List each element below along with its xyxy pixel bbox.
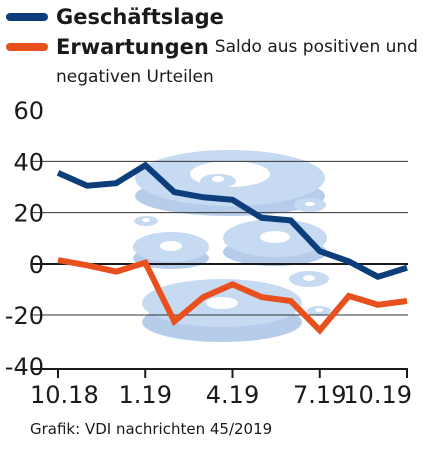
- legend-item-erwartungen: Erwartungen Saldo aus positiven und: [6, 32, 424, 62]
- x-tick-label: 4.19: [206, 381, 259, 409]
- chart-note-line-1: Saldo aus positiven und: [214, 37, 418, 57]
- y-axis-ticks: 60 40 20 0 -20 -40: [5, 97, 44, 381]
- legend-label-geschaeftslage: Geschäftslage: [56, 5, 224, 29]
- series-lines: [56, 161, 408, 335]
- x-tick-label: 1.19: [119, 381, 172, 409]
- y-tick-label: -20: [5, 302, 44, 330]
- x-tick-label: 7.19: [293, 381, 346, 409]
- y-tick-label: 20: [13, 200, 44, 228]
- y-tick-label: 0: [29, 251, 44, 279]
- y-tick-label: 60: [13, 97, 44, 125]
- source-credit: Grafik: VDI nachrichten 45/2019: [30, 420, 273, 438]
- x-tick-label: 10.19: [343, 381, 412, 409]
- legend-swatch-geschaeftslage: [6, 13, 48, 21]
- y-tick-label: 40: [13, 148, 44, 176]
- series-line-erwartungen: [57, 257, 408, 335]
- series-line-geschaeftslage: [56, 161, 408, 281]
- legend-label-erwartungen: Erwartungen: [56, 35, 209, 59]
- legend-swatch-erwartungen: [6, 43, 48, 51]
- chart-note-line-2: negativen Urteilen: [56, 67, 214, 87]
- legend-item-geschaeftslage: Geschäftslage: [6, 2, 424, 32]
- y-tick-label: -40: [5, 353, 44, 381]
- x-tick-label: 10.18: [30, 381, 99, 409]
- legend: Geschäftslage Erwartungen Saldo aus posi…: [6, 2, 424, 62]
